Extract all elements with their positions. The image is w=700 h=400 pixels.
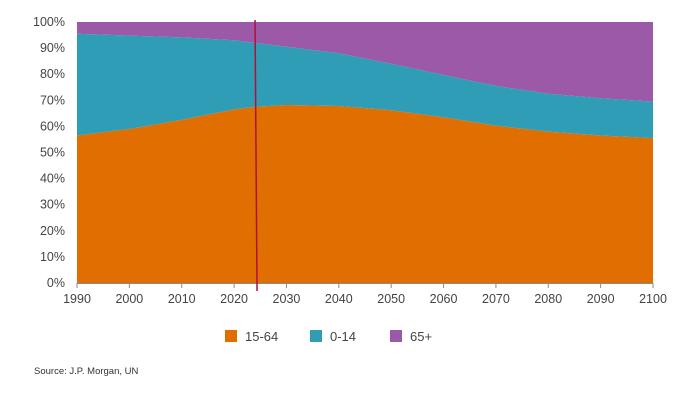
y-tick-label: 0% (47, 276, 65, 290)
x-tick-label: 2100 (639, 292, 667, 306)
y-tick-label: 30% (40, 198, 65, 212)
y-tick-label: 80% (40, 67, 65, 81)
area-15-64 (77, 105, 653, 283)
x-tick-label: 2010 (168, 292, 196, 306)
y-tick-label: 60% (40, 119, 65, 133)
x-tick-label: 2090 (587, 292, 615, 306)
legend-label: 0-14 (330, 329, 356, 344)
x-tick-label: 2000 (115, 292, 143, 306)
legend-swatch (390, 330, 402, 342)
axes-layer: 0% 10% 20% 30% 40% 50% 60% 70% 80% 90% 100% 1990 200… (33, 15, 667, 306)
legend-swatch (225, 330, 237, 342)
x-tick-label: 2050 (377, 292, 405, 306)
legend-swatch (310, 330, 322, 342)
y-tick-label: 70% (40, 93, 65, 107)
x-tick-label: 2040 (325, 292, 353, 306)
legend-label: 15-64 (245, 329, 278, 344)
x-tick-label: 1990 (63, 292, 91, 306)
legend-label: 65+ (410, 329, 432, 344)
x-tick-label: 2070 (482, 292, 510, 306)
x-tick-label: 2080 (534, 292, 562, 306)
area-0-14 (77, 33, 653, 139)
source-note: Source: J.P. Morgan, UN (34, 366, 139, 377)
y-tick-label: 10% (40, 250, 65, 264)
area-65+ (77, 22, 653, 102)
x-tick-label: 2060 (430, 292, 458, 306)
y-tick-label: 50% (40, 146, 65, 160)
area-layer (77, 22, 653, 283)
current-year-marker (254, 19, 258, 292)
x-tick-label: 2030 (273, 292, 301, 306)
y-tick-label: 90% (40, 41, 65, 55)
x-tick-label: 2020 (220, 292, 248, 306)
y-tick-label: 40% (40, 172, 65, 186)
y-tick-label: 20% (40, 224, 65, 238)
y-tick-label: 100% (33, 15, 65, 29)
legend: 15-64 0-14 65+ (225, 329, 432, 344)
